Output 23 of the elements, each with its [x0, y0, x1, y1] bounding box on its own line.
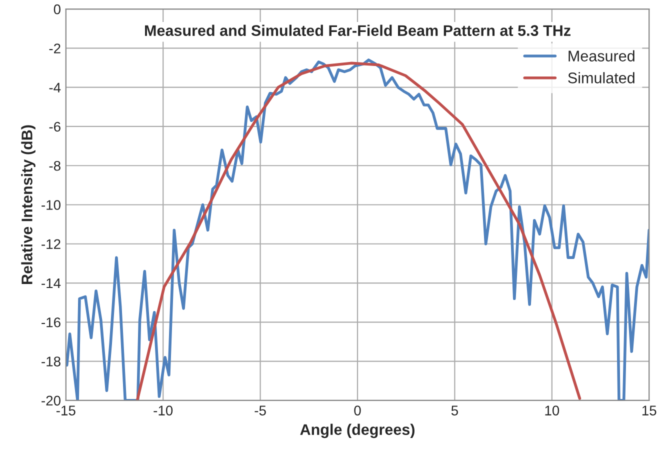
y-tick-label: -14: [42, 278, 61, 288]
x-tick-label: -5: [254, 406, 266, 416]
legend-label: Simulated: [568, 72, 634, 84]
y-tick-label: -18: [42, 356, 60, 366]
y-axis-title: Relative Intensity (dB): [21, 125, 36, 284]
y-tick-label: -4: [49, 82, 61, 92]
y-tick-label: -2: [49, 44, 60, 54]
y-tick-label: -6: [49, 122, 60, 132]
x-tick-label: 5: [451, 406, 458, 416]
x-tick-label: 10: [545, 406, 560, 416]
y-tick-label: -16: [42, 317, 60, 328]
x-axis-title: Angle (degrees): [300, 424, 414, 438]
y-tick-label: -10: [42, 200, 60, 210]
x-tick-label: -15: [56, 406, 76, 416]
x-tick-label: 15: [642, 406, 656, 416]
text: Measured and Simulated Far-Field Beam Pattern at 5.3 THz: [145, 24, 570, 36]
x-tick-label: 0: [354, 406, 361, 416]
y-tick-label: -8: [49, 160, 60, 171]
legend-label: Measured: [568, 50, 634, 62]
y-tick-label: 0: [54, 4, 60, 14]
x-tick-label: -10: [154, 406, 173, 416]
y-tick-label: -20: [42, 396, 60, 406]
y-tick-label: -12: [42, 239, 60, 249]
